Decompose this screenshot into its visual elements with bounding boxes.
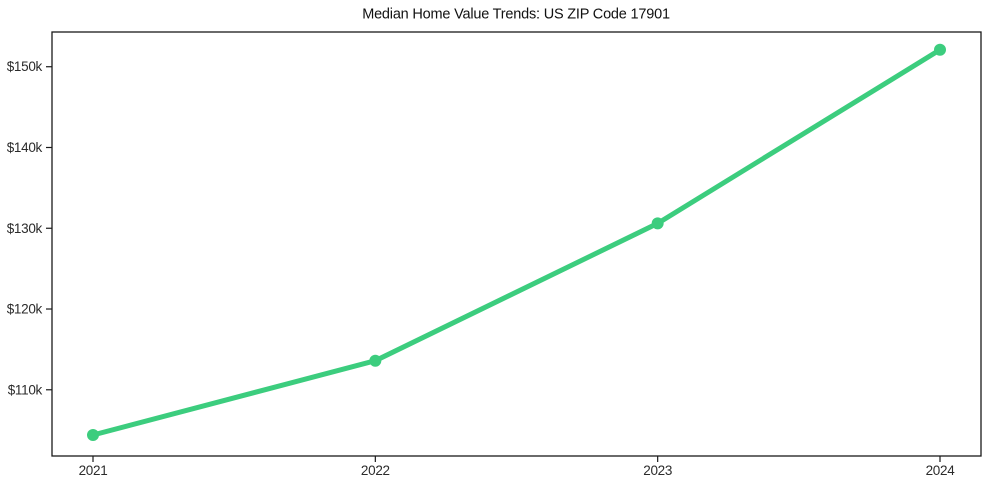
axis-tick-layer: $110k $120k $130k $140k $150k 2021 2022 2023 202… [7, 59, 956, 478]
x-tick-label: 2024 [926, 463, 956, 478]
y-tick-label: $130k [7, 221, 43, 236]
data-point-2024 [934, 43, 946, 56]
data-point-2022 [369, 354, 382, 367]
data-point-2023 [651, 217, 664, 230]
y-tick-label: $110k [8, 382, 43, 397]
x-tick-label: 2021 [79, 463, 108, 478]
plot-frame-layer [51, 31, 982, 457]
y-tick-label: $140k [7, 140, 43, 155]
y-tick-label: $150k [7, 59, 43, 74]
x-tick-label: 2022 [361, 463, 390, 478]
y-tick-label: $120k [7, 302, 43, 317]
plot-frame [51, 31, 982, 457]
chart-title: Median Home Value Trends: US ZIP Code 17… [362, 7, 670, 23]
line-series-median-home-value [90, 47, 943, 438]
data-point-2021 [87, 429, 99, 442]
x-tick-label: 2023 [643, 463, 672, 478]
series-layer [87, 43, 946, 442]
